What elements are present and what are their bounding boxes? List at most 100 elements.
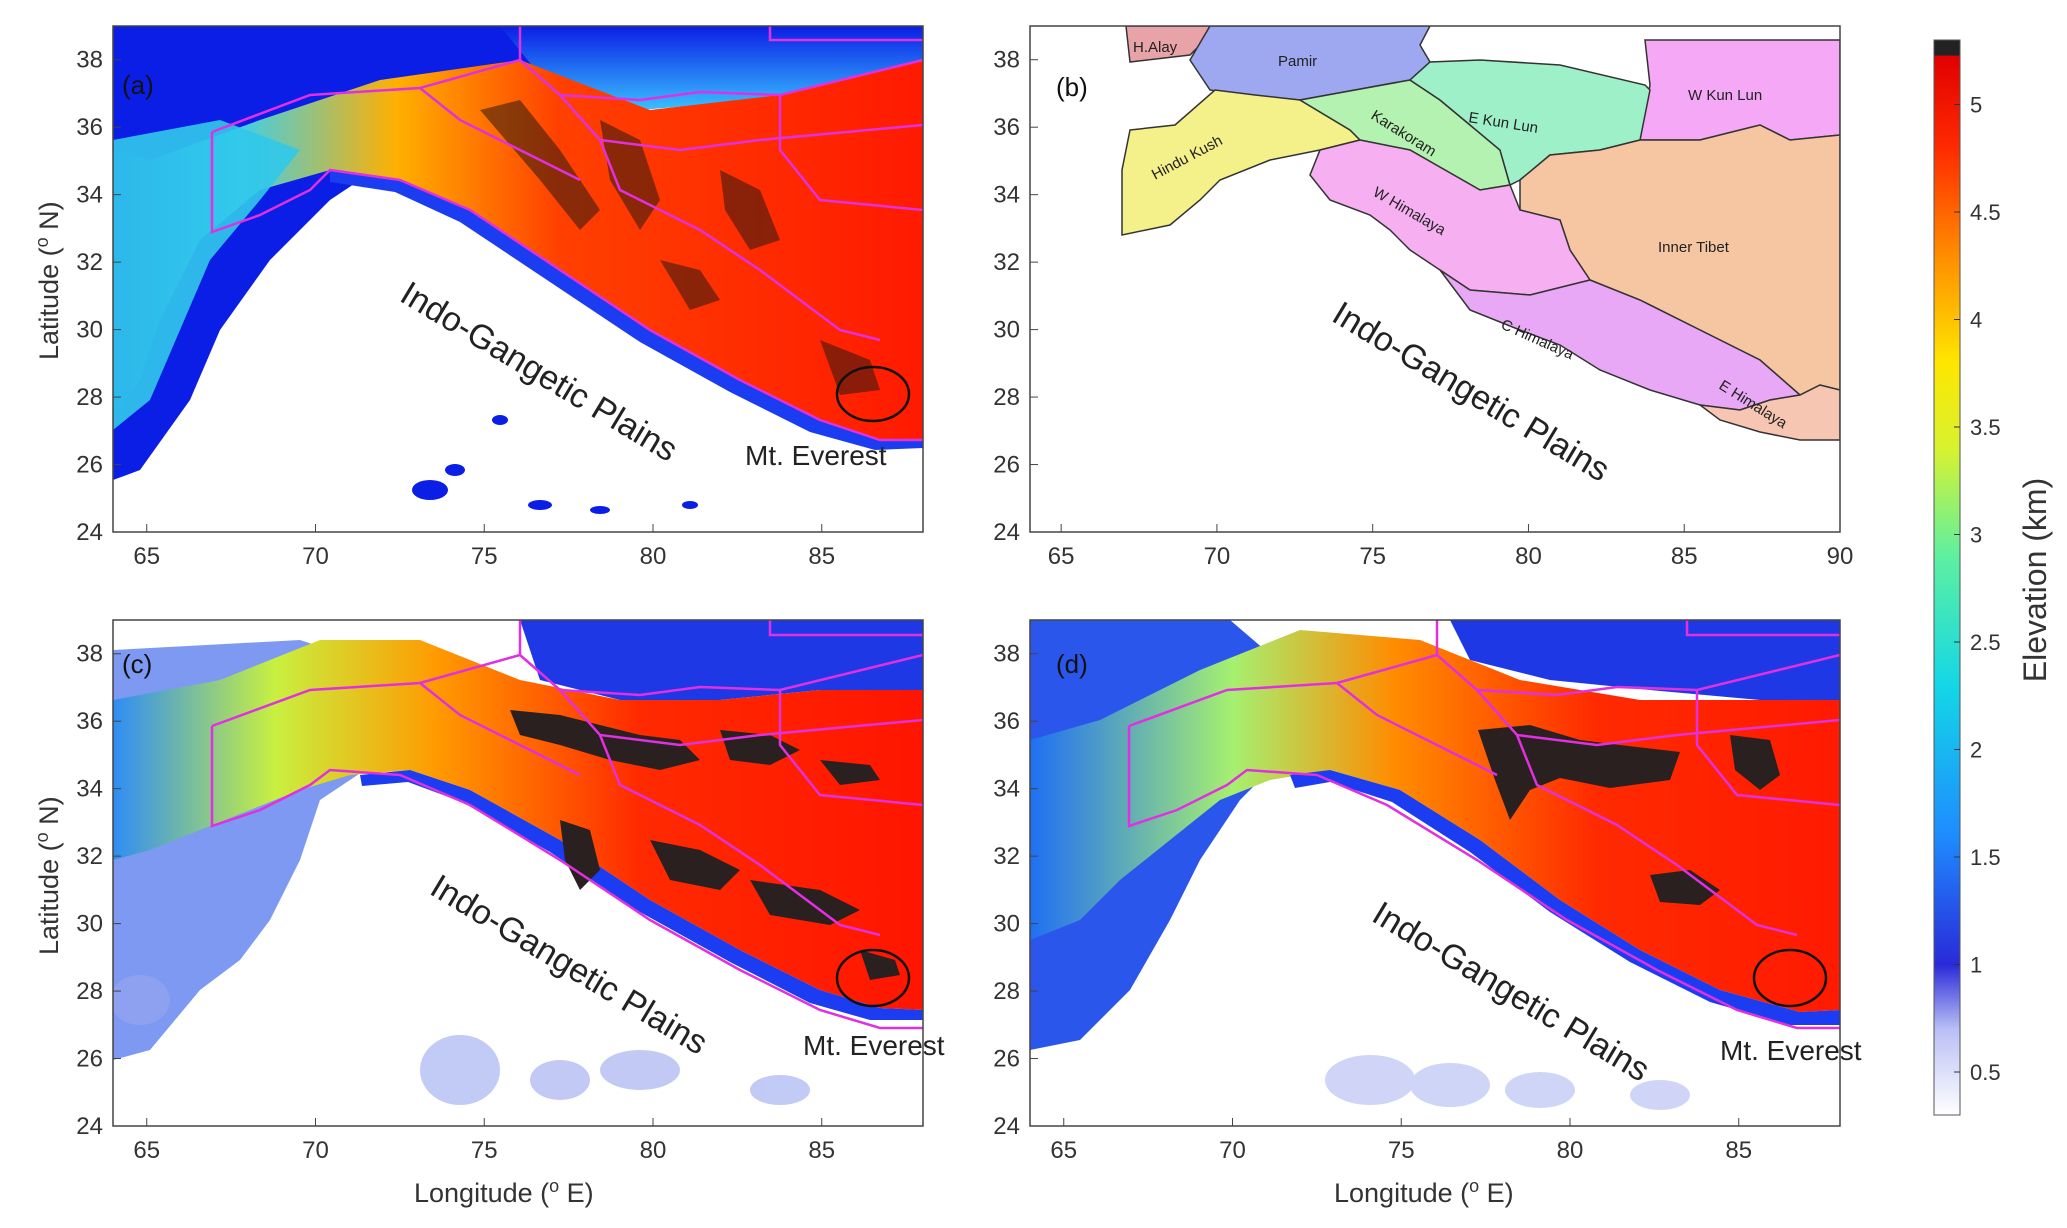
panel-a-plains-specks bbox=[412, 415, 698, 514]
axis-ticks: 65 70 75 80 85 38 36 34 32 30 28 26 24 65 70 75 80 85 90 38… bbox=[76, 47, 1853, 1164]
lat-tick-label: 24 bbox=[993, 519, 1020, 546]
panel-b-tag: (b) bbox=[1056, 72, 1088, 102]
colorbar-tick-label: 2 bbox=[1970, 738, 1982, 763]
panel-a-everest-marker bbox=[835, 365, 911, 423]
region-label-w-kun-lun: W Kun Lun bbox=[1688, 87, 1762, 104]
lat-tick-label: 28 bbox=[76, 978, 103, 1005]
lat-tick-label: 38 bbox=[76, 47, 103, 74]
panel-b: (b) H.Alay Pamir Hindu Kush Karakoram E … bbox=[1029, 25, 1841, 533]
lat-tick-label: 32 bbox=[76, 843, 103, 870]
lon-tick-label: 85 bbox=[1725, 1137, 1752, 1164]
lon-tick-label: 70 bbox=[302, 1137, 329, 1164]
lon-tick-label: 90 bbox=[1827, 543, 1854, 570]
colorbar-ticks: 5 4.5 4 3.5 3 2.5 2 1.5 1 0.5 bbox=[1954, 93, 2001, 1085]
lat-tick-label: 38 bbox=[76, 641, 103, 668]
lon-tick-label: 85 bbox=[808, 543, 835, 570]
colorbar-tick-label: 1.5 bbox=[1970, 845, 2001, 870]
colorbar-title: Elevation (km) bbox=[2017, 478, 2053, 683]
panel-c-tag: (c) bbox=[122, 649, 152, 679]
panel-d-everest-label: Mt. Everest bbox=[1720, 1035, 1862, 1066]
lat-tick-label: 32 bbox=[993, 843, 1020, 870]
lat-tick-label: 38 bbox=[993, 641, 1020, 668]
lat-tick-label: 26 bbox=[76, 452, 103, 479]
region-label-inner-tibet: Inner Tibet bbox=[1658, 239, 1730, 256]
lat-tick-label: 24 bbox=[76, 519, 103, 546]
colorbar: 5 4.5 4 3.5 3 2.5 2 1.5 1 0.5 Elevation (km) bbox=[1933, 39, 2053, 1116]
panel-d-plateau bbox=[1030, 630, 1840, 1012]
panel-a-foothills bbox=[113, 120, 300, 430]
panel-a-tag: (a) bbox=[122, 70, 154, 100]
lat-tick-label: 36 bbox=[76, 114, 103, 141]
region-label-h-alay: H.Alay bbox=[1133, 39, 1178, 56]
panel-a-y-axis-label: Latitude (o N) bbox=[32, 201, 64, 360]
lat-tick-label: 28 bbox=[993, 384, 1020, 411]
lon-tick-label: 80 bbox=[640, 1137, 667, 1164]
panel-c-frame bbox=[112, 619, 924, 1127]
panel-d-x-axis-label: Longitude (o E) bbox=[1334, 1176, 1514, 1208]
lon-tick-label: 65 bbox=[133, 1137, 160, 1164]
panel-c-everest-marker bbox=[835, 948, 911, 1008]
colorbar-tick-label: 0.5 bbox=[1970, 1060, 2001, 1085]
lon-tick-label: 85 bbox=[808, 1137, 835, 1164]
region-label-pamir: Pamir bbox=[1278, 53, 1317, 70]
colorbar-tick-label: 4.5 bbox=[1970, 200, 2001, 225]
lat-tick-label: 34 bbox=[993, 776, 1020, 803]
lat-tick-label: 32 bbox=[76, 249, 103, 276]
lon-tick-label: 75 bbox=[1388, 1137, 1415, 1164]
panel-c-plains-patches bbox=[113, 975, 810, 1105]
lon-tick-label: 70 bbox=[1219, 1137, 1246, 1164]
lon-tick-label: 65 bbox=[133, 543, 160, 570]
lat-tick-label: 30 bbox=[993, 317, 1020, 344]
lat-tick-label: 36 bbox=[993, 708, 1020, 735]
panel-d-everest-marker bbox=[1752, 948, 1828, 1008]
lat-tick-label: 34 bbox=[76, 182, 103, 209]
lon-tick-label: 70 bbox=[302, 543, 329, 570]
lat-tick-label: 28 bbox=[993, 978, 1020, 1005]
lat-tick-label: 30 bbox=[993, 911, 1020, 938]
colorbar-tick-label: 1 bbox=[1970, 953, 1982, 978]
lat-tick-label: 26 bbox=[993, 1046, 1020, 1073]
lat-tick-label: 32 bbox=[993, 249, 1020, 276]
lat-tick-label: 24 bbox=[993, 1113, 1020, 1140]
panel-c-southern-band bbox=[360, 770, 923, 1020]
lat-tick-label: 28 bbox=[76, 384, 103, 411]
lon-tick-label: 70 bbox=[1204, 543, 1231, 570]
panel-a-frame bbox=[112, 25, 924, 533]
colorbar-tick-label: 3.5 bbox=[1970, 415, 2001, 440]
lat-tick-label: 26 bbox=[76, 1046, 103, 1073]
panel-a-region-borders bbox=[210, 26, 923, 442]
lon-tick-label: 85 bbox=[1671, 543, 1698, 570]
lat-tick-label: 30 bbox=[76, 317, 103, 344]
lon-tick-label: 65 bbox=[1048, 543, 1075, 570]
lat-tick-label: 24 bbox=[76, 1113, 103, 1140]
panel-c: (c) Indo-Gangetic Plains Mt. Everest bbox=[112, 619, 945, 1127]
panel-b-frame bbox=[1029, 25, 1841, 533]
lon-tick-label: 75 bbox=[471, 543, 498, 570]
lon-tick-label: 65 bbox=[1050, 1137, 1077, 1164]
lat-tick-label: 36 bbox=[76, 708, 103, 735]
panel-a: (a) Indo-Gangetic Plains Mt. Everest bbox=[112, 25, 924, 533]
lon-tick-label: 80 bbox=[1557, 1137, 1584, 1164]
lat-tick-label: 34 bbox=[76, 776, 103, 803]
region-e-himalaya bbox=[1697, 384, 1840, 441]
panel-d-tag: (d) bbox=[1056, 649, 1088, 679]
panel-a-everest-label: Mt. Everest bbox=[745, 440, 887, 471]
lon-tick-label: 75 bbox=[1359, 543, 1386, 570]
lat-tick-label: 34 bbox=[993, 182, 1020, 209]
colorbar-tick-label: 4 bbox=[1970, 308, 1982, 333]
colorbar-tick-label: 2.5 bbox=[1970, 630, 2001, 655]
panel-d-black-peaks bbox=[1478, 725, 1780, 905]
panel-d-region-borders bbox=[1127, 620, 1840, 1030]
lat-tick-label: 36 bbox=[993, 114, 1020, 141]
lat-tick-label: 30 bbox=[76, 911, 103, 938]
panel-d-plains-patches bbox=[1325, 1055, 1690, 1110]
panel-a-plateau bbox=[113, 60, 923, 440]
colorbar-tick-label: 5 bbox=[1970, 93, 1982, 118]
panel-c-plateau bbox=[113, 640, 923, 1010]
lat-tick-label: 26 bbox=[993, 452, 1020, 479]
panel-d-frame bbox=[1029, 619, 1841, 1127]
lon-tick-label: 80 bbox=[1515, 543, 1542, 570]
panel-c-x-axis-label: Longitude (o E) bbox=[414, 1176, 594, 1208]
lat-tick-label: 38 bbox=[993, 47, 1020, 74]
